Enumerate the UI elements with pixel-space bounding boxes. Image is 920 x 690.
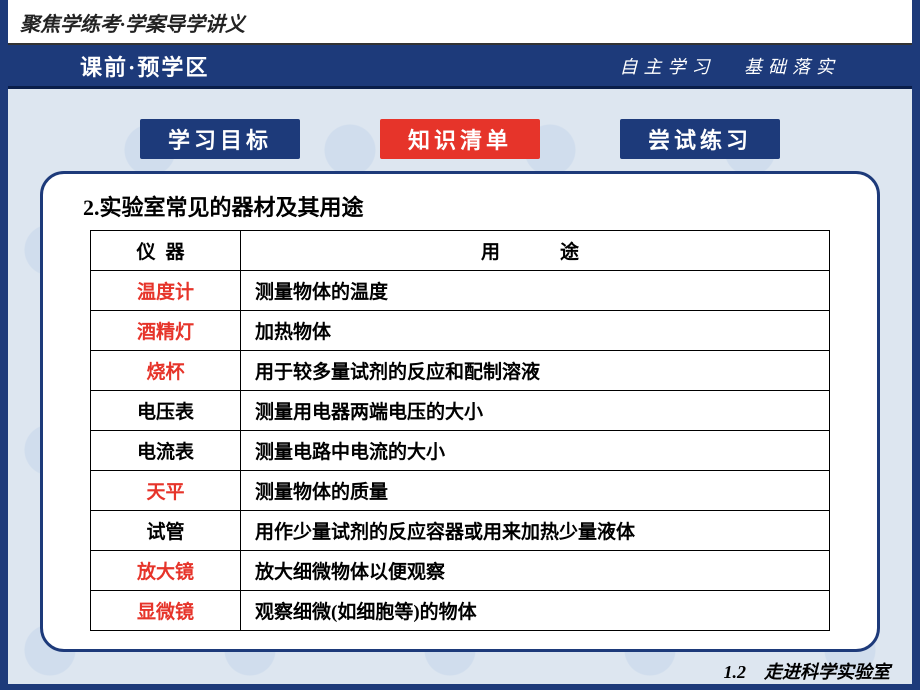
cell-usage: 加热物体: [241, 311, 830, 351]
cell-instrument: 显微镜: [91, 591, 241, 631]
cell-instrument: 烧杯: [91, 351, 241, 391]
table-row: 温度计 测量物体的温度: [91, 271, 830, 311]
tab-knowledge-list[interactable]: 知识清单: [380, 119, 540, 159]
page-top-title: 聚焦学练考·学案导学讲义: [0, 0, 920, 45]
th-instrument: 仪器: [91, 231, 241, 271]
cell-instrument: 电流表: [91, 431, 241, 471]
section-right-1: 自主学习: [620, 57, 716, 77]
cell-usage: 用作少量试剂的反应容器或用来加热少量液体: [241, 511, 830, 551]
cell-usage: 测量用电器两端电压的大小: [241, 391, 830, 431]
th-usage: 用途: [241, 231, 830, 271]
cell-usage: 测量物体的温度: [241, 271, 830, 311]
panel-heading: 2.实验室常见的器材及其用途: [83, 190, 847, 222]
cell-instrument: 酒精灯: [91, 311, 241, 351]
right-border: [912, 0, 920, 690]
cell-usage: 测量电路中电流的大小: [241, 431, 830, 471]
content-wrap: 学习目标 知识清单 尝试练习 2.实验室常见的器材及其用途 仪器 用途 温度计 …: [0, 89, 920, 652]
section-left-title: 课前·预学区: [80, 50, 602, 82]
cell-instrument: 天平: [91, 471, 241, 511]
table-row: 电流表 测量电路中电流的大小: [91, 431, 830, 471]
tab-learning-goals[interactable]: 学习目标: [140, 119, 300, 159]
page-footer: 1.2 走进科学实验室: [724, 658, 891, 684]
section-bar: 课前·预学区 自主学习 基础落实: [0, 45, 920, 89]
table-row: 放大镜 放大细微物体以便观察: [91, 551, 830, 591]
cell-usage: 放大细微物体以便观察: [241, 551, 830, 591]
cell-usage: 观察细微(如细胞等)的物体: [241, 591, 830, 631]
cell-instrument: 试管: [91, 511, 241, 551]
table-row: 天平 测量物体的质量: [91, 471, 830, 511]
section-right-2: 基础落实: [744, 57, 840, 77]
table-row: 酒精灯 加热物体: [91, 311, 830, 351]
content-panel: 2.实验室常见的器材及其用途 仪器 用途 温度计 测量物体的温度 酒精灯 加热物…: [40, 171, 880, 652]
cell-instrument: 温度计: [91, 271, 241, 311]
tab-practice[interactable]: 尝试练习: [620, 119, 780, 159]
cell-usage: 用于较多量试剂的反应和配制溶液: [241, 351, 830, 391]
tabs: 学习目标 知识清单 尝试练习: [40, 119, 880, 171]
cell-usage: 测量物体的质量: [241, 471, 830, 511]
left-border: [0, 0, 8, 690]
table-header-row: 仪器 用途: [91, 231, 830, 271]
table-row: 电压表 测量用电器两端电压的大小: [91, 391, 830, 431]
cell-instrument: 放大镜: [91, 551, 241, 591]
table-row: 显微镜 观察细微(如细胞等)的物体: [91, 591, 830, 631]
bottom-border: [0, 684, 920, 690]
cell-instrument: 电压表: [91, 391, 241, 431]
table-row: 烧杯 用于较多量试剂的反应和配制溶液: [91, 351, 830, 391]
table-body: 温度计 测量物体的温度 酒精灯 加热物体 烧杯 用于较多量试剂的反应和配制溶液 …: [91, 271, 830, 631]
section-right-group: 自主学习 基础落实: [602, 53, 841, 79]
instruments-table: 仪器 用途 温度计 测量物体的温度 酒精灯 加热物体 烧杯 用于较多量试剂的反应…: [90, 230, 830, 631]
table-row: 试管 用作少量试剂的反应容器或用来加热少量液体: [91, 511, 830, 551]
